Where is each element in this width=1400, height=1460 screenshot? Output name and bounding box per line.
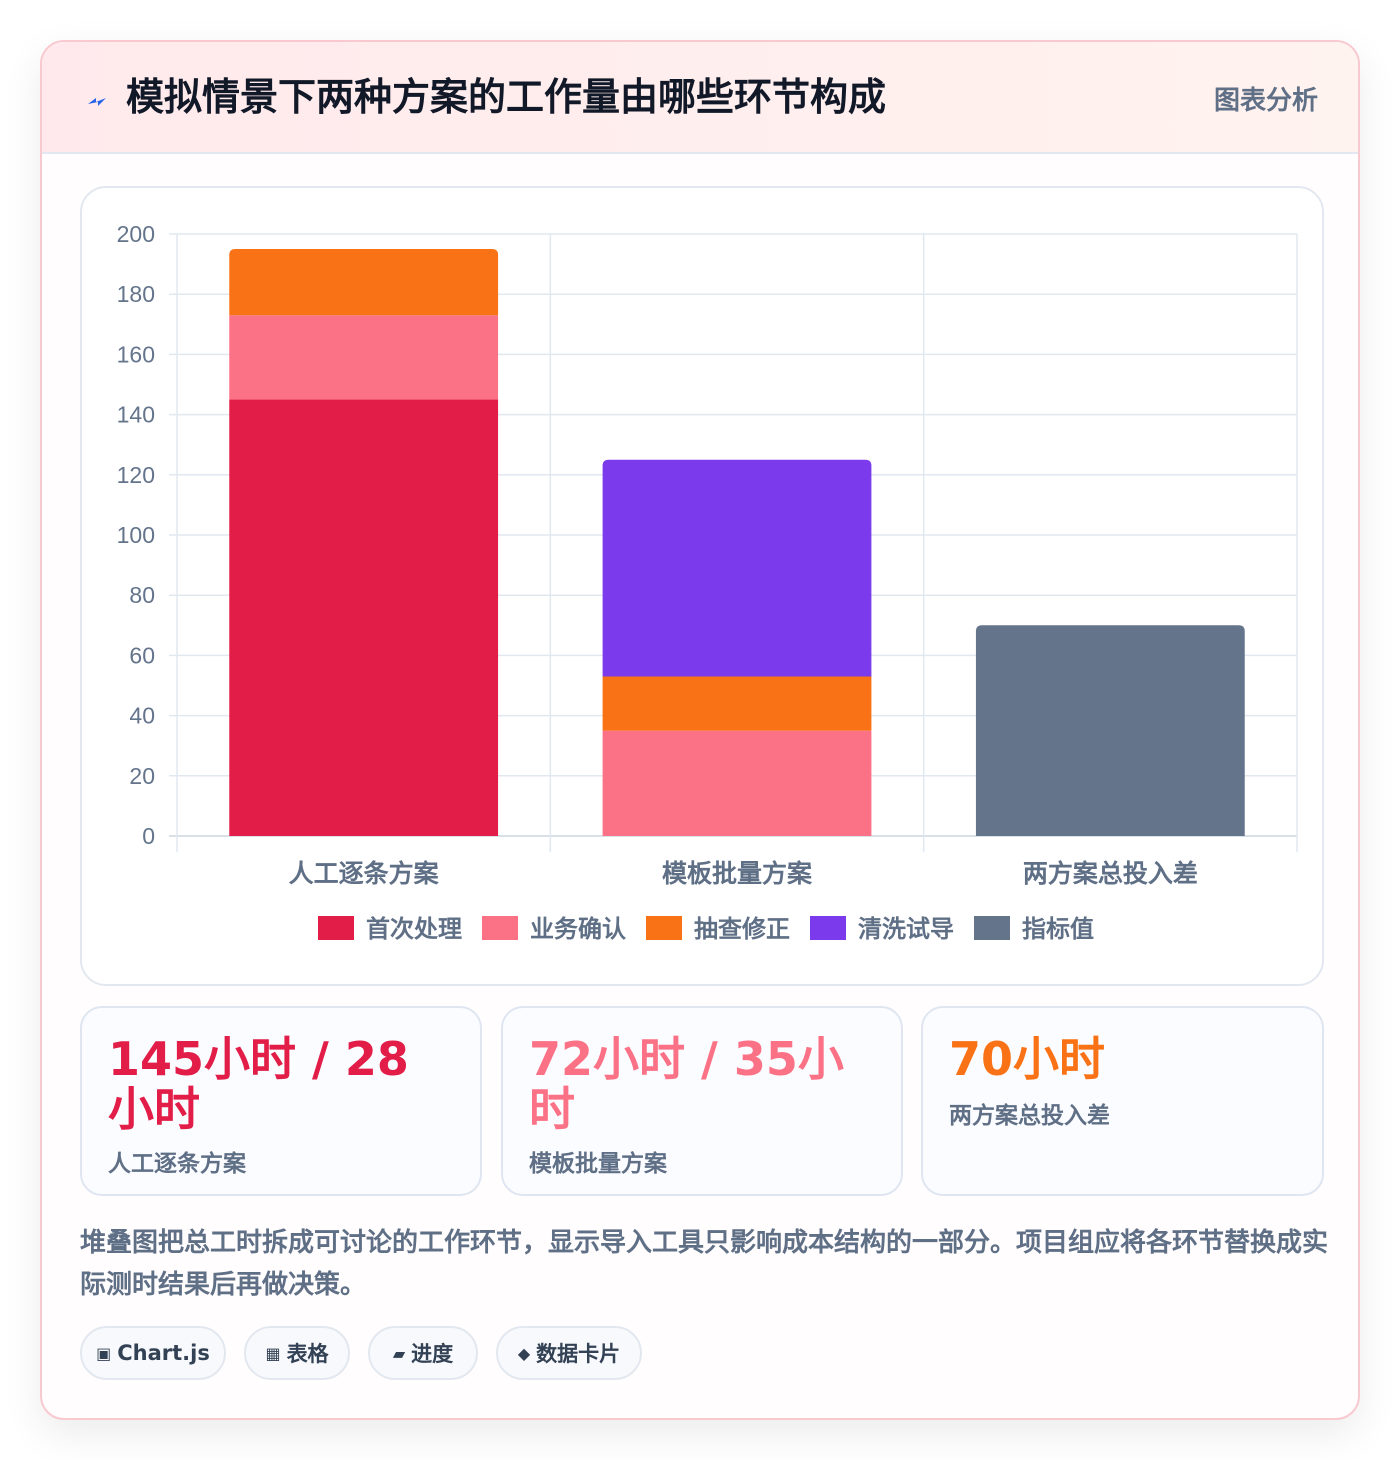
- x-tick-label: 两方案总投入差: [1023, 859, 1198, 888]
- chart-card: 模拟情景下两种方案的工作量由哪些环节构成 图表分析 0 20 40 60 80 100 12…: [40, 40, 1360, 1420]
- chip-label: 表格: [286, 1342, 329, 1366]
- y-tick-label: 60: [129, 642, 155, 668]
- stacked-bar-chart: 0 20 40 60 80 100 120 140 160 180 200 人工逐条方案 模板批量方案 两…: [117, 221, 1298, 943]
- y-tick-label: 140: [117, 402, 155, 428]
- y-tick-label: 0: [142, 823, 155, 849]
- chip-label: 数据卡片: [536, 1342, 621, 1366]
- legend-swatch: [974, 916, 1010, 940]
- chart-analysis-tag: 图表分析: [1213, 86, 1318, 116]
- table-grid-icon: ▦: [265, 1343, 281, 1363]
- stat-label: 模板批量方案: [529, 1151, 667, 1177]
- stat-card-manual: 145小时 / 28小时 人工逐条方案: [80, 1006, 482, 1196]
- bar-segment: [975, 625, 1245, 836]
- stat-card-template: 72小时 / 35小时 模板批量方案: [501, 1006, 903, 1196]
- stat-value: 145小时 / 28小时: [108, 1032, 409, 1136]
- stat-value: 70小时: [949, 1032, 1106, 1086]
- y-tick-label: 80: [129, 582, 155, 608]
- stat-card-difference: 70小时 两方案总投入差: [921, 1006, 1324, 1196]
- stat-label: 人工逐条方案: [108, 1151, 246, 1177]
- x-tick-label: 人工逐条方案: [289, 859, 440, 888]
- chart-title: 模拟情景下两种方案的工作量由哪些环节构成: [126, 75, 887, 119]
- legend-label: 清洗试导: [858, 915, 954, 943]
- chip-data-cards[interactable]: ◆ 数据卡片: [496, 1326, 642, 1380]
- legend-label: 首次处理: [366, 915, 462, 943]
- y-tick-label: 160: [117, 341, 155, 367]
- bar-segment: [229, 399, 499, 836]
- y-tick-label: 100: [117, 522, 155, 548]
- y-tick-label: 20: [129, 763, 155, 789]
- legend-label: 抽查修正: [694, 915, 790, 943]
- bar-segment: [229, 249, 499, 316]
- chip-table[interactable]: ▦ 表格: [244, 1326, 350, 1380]
- legend-swatch: [482, 916, 518, 940]
- legend-label: 指标值: [1022, 915, 1094, 943]
- chip-label: 进度: [411, 1342, 454, 1366]
- chart-container: 0 20 40 60 80 100 120 140 160 180 200 人工逐条方案 模板批量方案 两…: [80, 186, 1324, 986]
- legend-swatch: [318, 916, 354, 940]
- y-tick-label: 200: [117, 221, 155, 247]
- chart-square-icon: ▣: [96, 1343, 112, 1363]
- bar-segment: [602, 459, 872, 677]
- diamond-icon: ◆: [517, 1343, 531, 1363]
- bar-segment: [602, 730, 872, 836]
- x-tick-label: 模板批量方案: [662, 859, 813, 888]
- chart-description: 堆叠图把总工时拆成可讨论的工作环节，显示导入工具只影响成本结构的一部分。项目组应…: [80, 1228, 1329, 1300]
- bolt-icon: [88, 98, 106, 106]
- chip-chartjs[interactable]: ▣ Chart.js: [80, 1326, 226, 1380]
- chip-label: Chart.js: [117, 1341, 210, 1365]
- legend-swatch: [646, 916, 682, 940]
- chip-progress[interactable]: ▰ 进度: [368, 1326, 478, 1380]
- y-tick-label: 180: [117, 281, 155, 307]
- stat-value: 72小时 / 35小时: [529, 1032, 844, 1136]
- legend-label: 业务确认: [530, 915, 626, 943]
- y-tick-label: 40: [129, 703, 155, 729]
- stat-label: 两方案总投入差: [949, 1103, 1110, 1129]
- y-tick-label: 120: [117, 462, 155, 488]
- bar-segment: [602, 676, 872, 731]
- bar-segment: [229, 315, 499, 400]
- card-header: 模拟情景下两种方案的工作量由哪些环节构成 图表分析: [42, 42, 1358, 154]
- legend-swatch: [810, 916, 846, 940]
- progress-bar-icon: ▰: [392, 1343, 406, 1363]
